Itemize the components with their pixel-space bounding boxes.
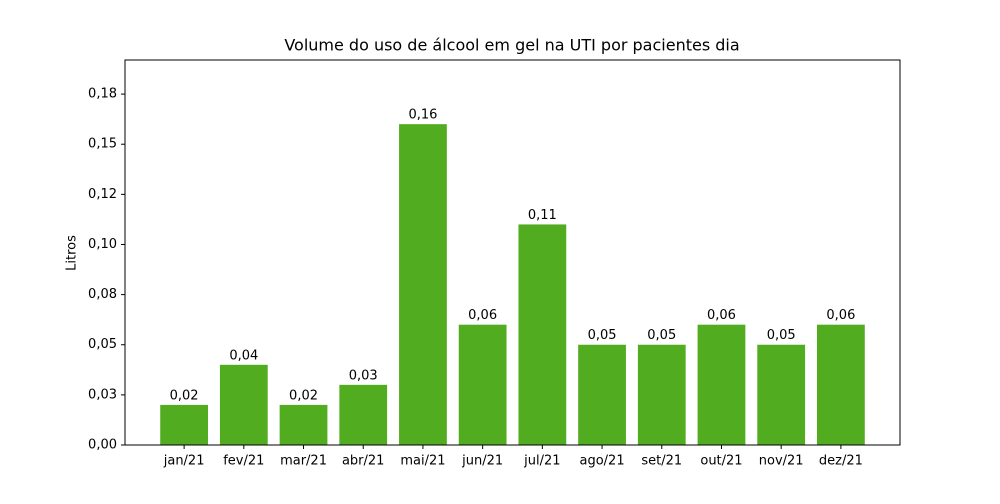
x-tick-label: fev/21 bbox=[223, 454, 264, 469]
y-tick-label: 0,00 bbox=[88, 438, 117, 453]
x-tick-label: jan/21 bbox=[163, 454, 205, 469]
bar bbox=[219, 364, 268, 445]
bar bbox=[518, 224, 567, 445]
value-label: 0,11 bbox=[528, 208, 557, 223]
value-label: 0,16 bbox=[408, 108, 437, 123]
x-tick-label: set/21 bbox=[641, 454, 682, 469]
bar bbox=[757, 344, 806, 445]
bar bbox=[637, 344, 686, 445]
bar bbox=[578, 344, 626, 445]
y-tick-label: 0,08 bbox=[88, 287, 117, 302]
y-tick-label: 0,03 bbox=[88, 387, 117, 402]
plot-frame bbox=[124, 59, 901, 446]
bar bbox=[458, 324, 507, 445]
x-tick-label: jun/21 bbox=[461, 454, 503, 469]
x-tick-label: ago/21 bbox=[580, 454, 625, 469]
bar bbox=[817, 324, 865, 445]
value-label: 0,02 bbox=[289, 388, 318, 403]
x-tick-label: dez/21 bbox=[819, 454, 863, 469]
x-tick-label: jul/21 bbox=[523, 454, 560, 469]
bar bbox=[339, 384, 388, 445]
x-tick-label: nov/21 bbox=[759, 454, 804, 469]
value-label: 0,05 bbox=[647, 328, 676, 343]
chart-title: Volume do uso de álcool em gel na UTI po… bbox=[284, 36, 739, 55]
value-label: 0,05 bbox=[588, 328, 617, 343]
value-label: 0,06 bbox=[468, 308, 497, 323]
x-tick-label: abr/21 bbox=[342, 454, 385, 469]
x-tick-label: mai/21 bbox=[400, 454, 445, 469]
value-label: 0,04 bbox=[229, 348, 258, 363]
bar bbox=[697, 324, 746, 445]
y-tick-label: 0,15 bbox=[88, 137, 117, 152]
value-label: 0,06 bbox=[707, 308, 736, 323]
y-tick-label: 0,05 bbox=[88, 337, 117, 352]
y-tick-label: 0,12 bbox=[88, 187, 117, 202]
bar bbox=[399, 124, 447, 446]
y-tick-label: 0,18 bbox=[88, 87, 117, 102]
value-label: 0,02 bbox=[170, 388, 199, 403]
y-tick-label: 0,10 bbox=[88, 237, 117, 252]
value-label: 0,06 bbox=[826, 308, 855, 323]
y-axis-label: Litros bbox=[65, 235, 80, 271]
bar bbox=[279, 404, 328, 445]
x-tick-label: out/21 bbox=[700, 454, 742, 469]
value-label: 0,05 bbox=[767, 328, 796, 343]
bar bbox=[160, 404, 208, 445]
x-tick-label: mar/21 bbox=[280, 454, 327, 469]
value-label: 0,03 bbox=[349, 368, 378, 383]
